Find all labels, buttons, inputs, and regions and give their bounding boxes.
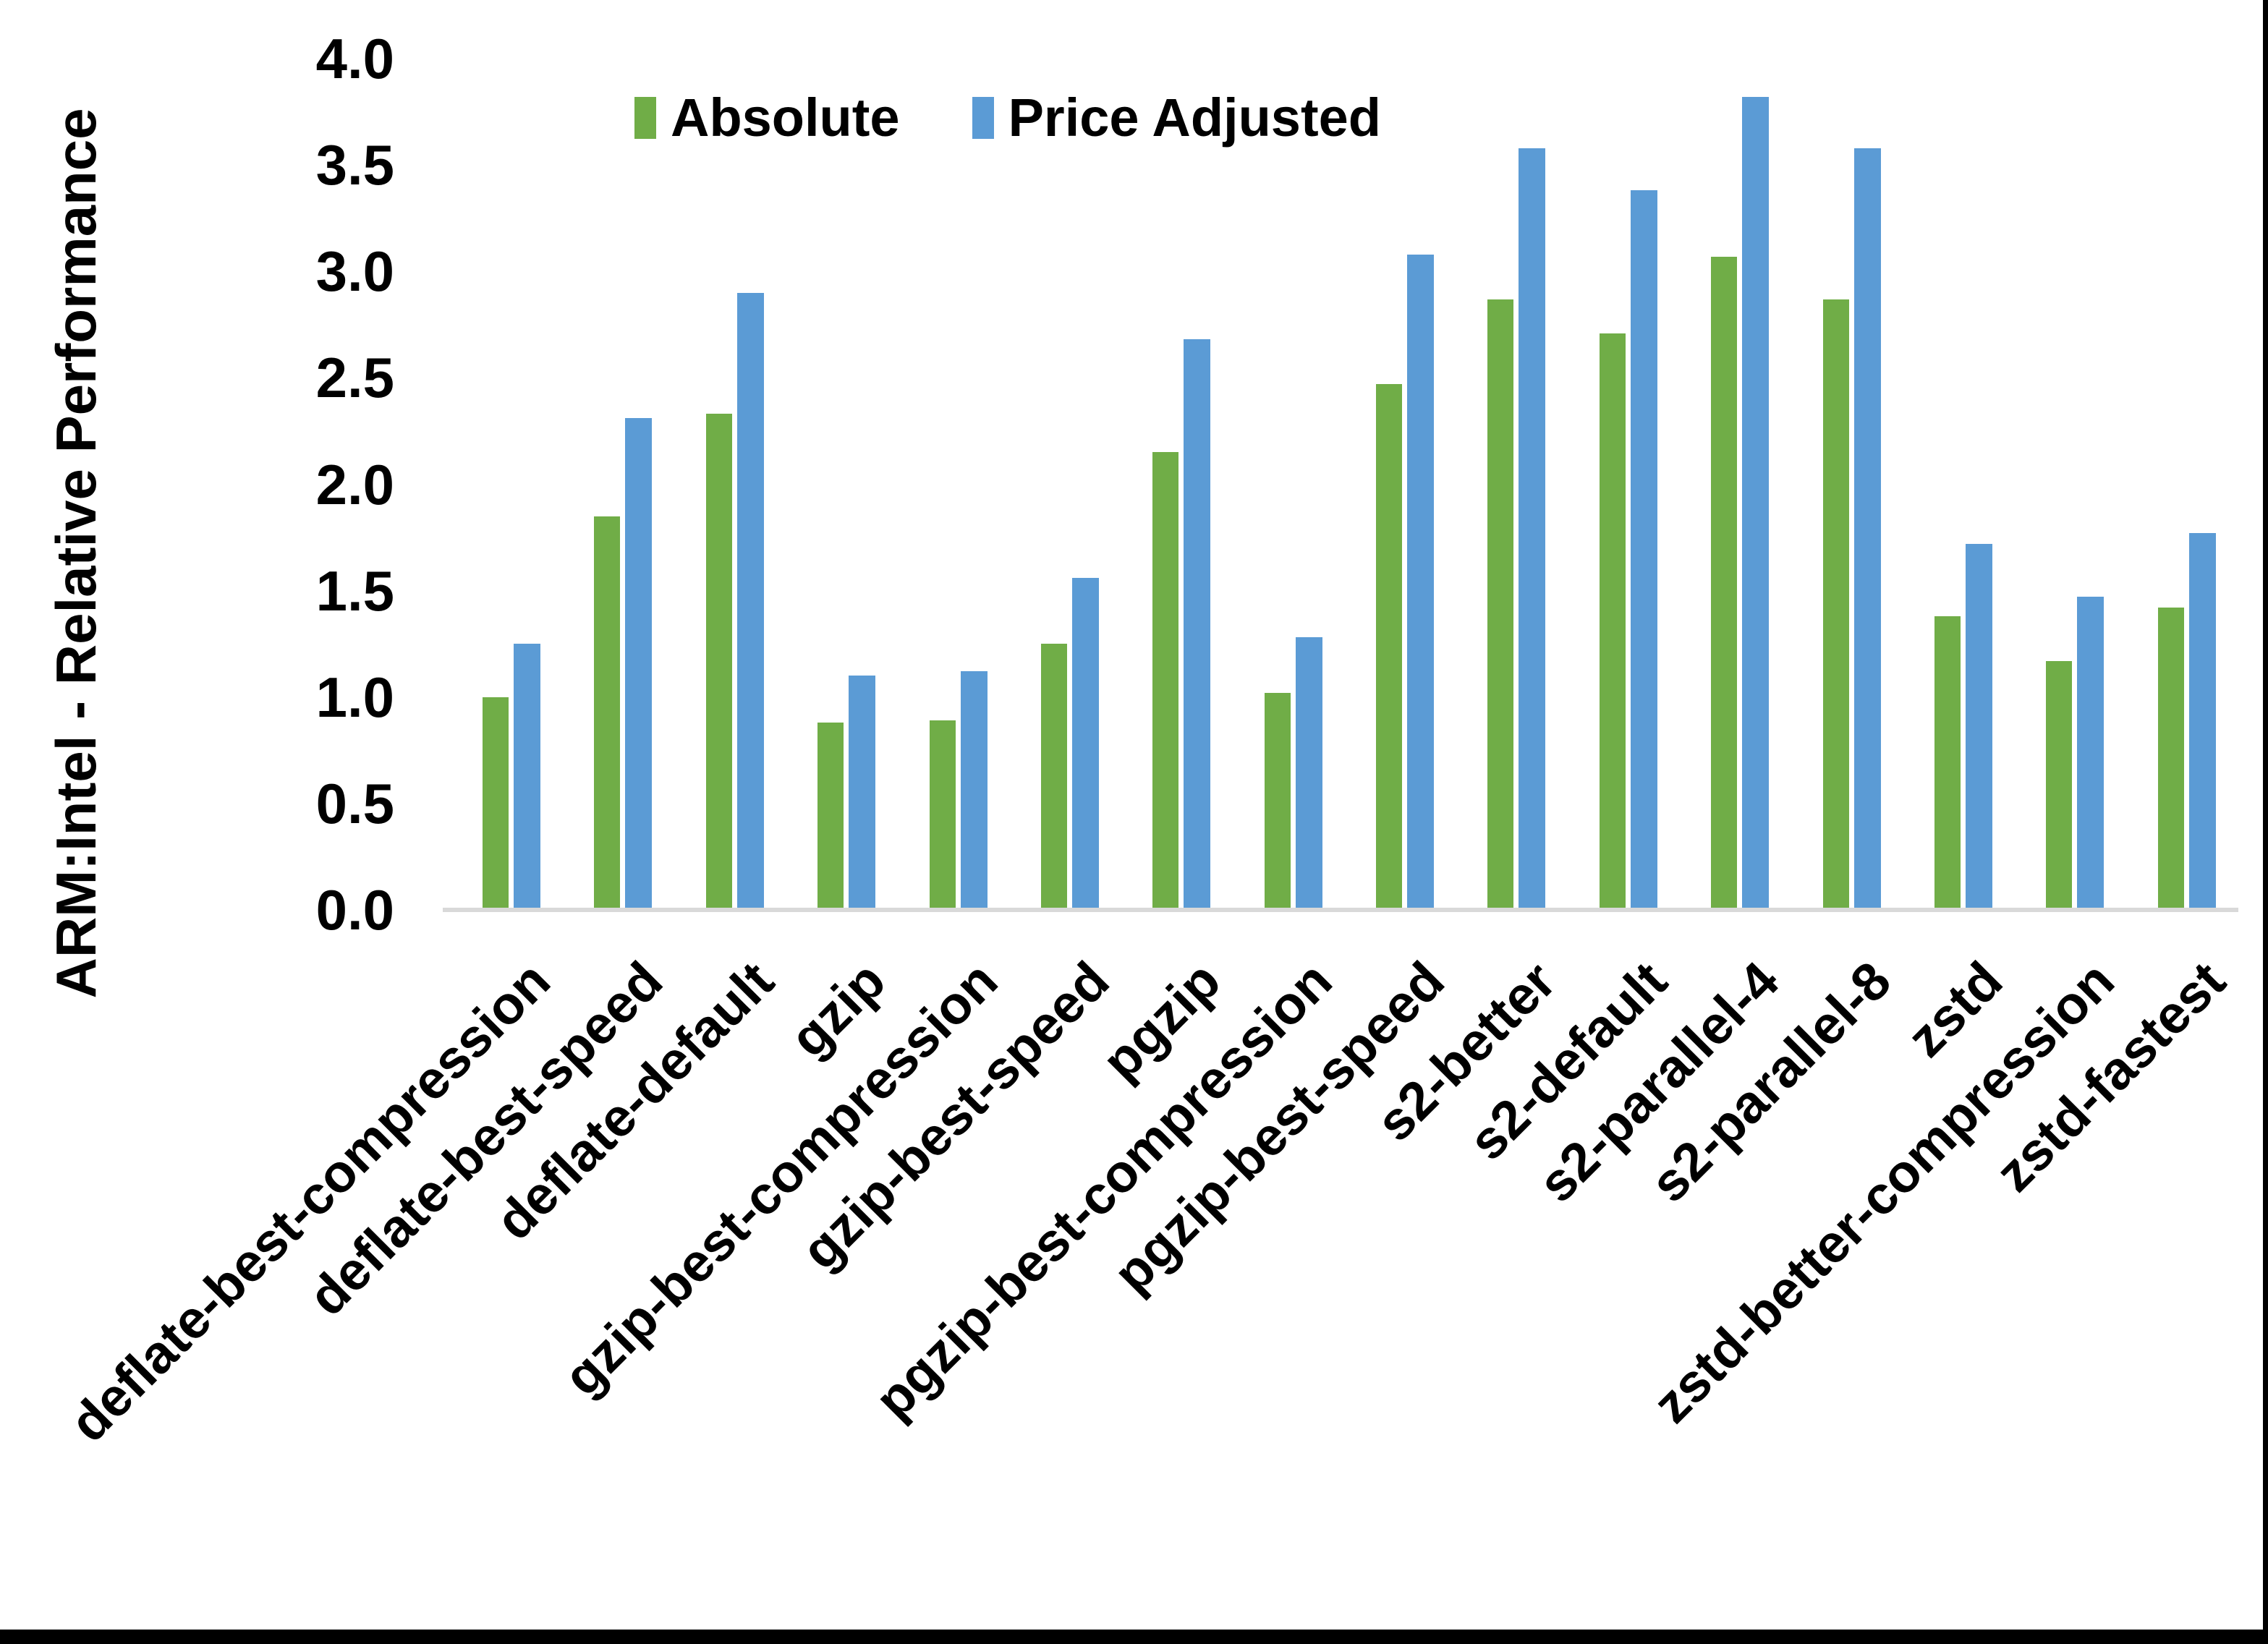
bar-price-adjusted-pgzip-best-compression: [1295, 637, 1322, 910]
y-tick-label: 3.0: [315, 239, 394, 304]
y-tick-label: 3.5: [315, 133, 394, 197]
bar-price-adjusted-zstd-fastest: [2188, 533, 2216, 910]
y-tick-label: 0.0: [315, 878, 394, 942]
legend: Absolute Price Adjusted: [634, 85, 1381, 150]
bar-absolute-s2-default: [1599, 333, 1626, 910]
y-tick-label: 0.5: [315, 771, 394, 835]
bar-absolute-pgzip-best-compression: [1264, 693, 1291, 910]
bar-price-adjusted-gzip-best-compression: [960, 671, 988, 910]
legend-item-price-adjusted: Price Adjusted: [972, 85, 1381, 150]
y-tick-label: 1.5: [315, 558, 394, 623]
bar-absolute-deflate-best-speed: [594, 516, 621, 910]
y-tick-label: 4.0: [315, 27, 394, 90]
bar-absolute-deflate-default: [705, 414, 732, 910]
bar-absolute-s2-better: [1487, 299, 1514, 910]
bar-price-adjusted-pgzip-best-speed: [1407, 255, 1434, 910]
bar-absolute-gzip-best-speed: [1040, 644, 1067, 910]
bar-absolute-gzip-best-compression: [929, 720, 956, 910]
bar-price-adjusted-zstd-better-compression: [2077, 597, 2105, 910]
bar-absolute-pgzip: [1152, 452, 1179, 910]
y-tick-label: 2.0: [315, 452, 394, 516]
bar-price-adjusted-gzip: [849, 676, 876, 910]
bar-absolute-zstd-fastest: [2157, 608, 2184, 910]
bar-absolute-gzip: [817, 723, 844, 910]
bar-absolute-pgzip-best-speed: [1376, 384, 1402, 910]
plot-area: [449, 59, 2235, 910]
x-axis-line: [443, 908, 2238, 912]
bar-price-adjusted-zstd: [1965, 544, 1992, 910]
bar-price-adjusted-pgzip: [1184, 339, 1211, 910]
bar-price-adjusted-deflate-best-compression: [514, 644, 540, 910]
bar-absolute-zstd-better-compression: [2046, 661, 2073, 910]
bar-absolute-deflate-best-compression: [483, 697, 509, 910]
bar-price-adjusted-s2-parallel-8: [1853, 148, 1881, 910]
bar-price-adjusted-s2-parallel-4: [1742, 97, 1770, 910]
bar-price-adjusted-s2-default: [1630, 190, 1657, 910]
legend-item-absolute: Absolute: [634, 85, 900, 150]
bar-price-adjusted-deflate-default: [736, 293, 764, 910]
legend-swatch-price-adjusted: [972, 97, 994, 139]
y-tick-label: 2.5: [315, 346, 394, 410]
bar-absolute-zstd: [1934, 616, 1961, 910]
x-category-label: deflate-best-compression: [58, 950, 562, 1454]
legend-label-absolute: Absolute: [671, 88, 900, 148]
bar-price-adjusted-s2-better: [1519, 148, 1546, 910]
bar-price-adjusted-deflate-best-speed: [625, 418, 653, 910]
frame-bottom-border: [0, 1630, 2268, 1644]
legend-swatch-absolute: [634, 97, 656, 139]
y-tick-label: 1.0: [315, 665, 394, 729]
frame-right-border: [2263, 0, 2268, 1644]
legend-label-price-adjusted: Price Adjusted: [1008, 88, 1381, 148]
bar-absolute-s2-parallel-8: [1822, 299, 1849, 910]
bar-absolute-s2-parallel-4: [1711, 257, 1738, 910]
bar-price-adjusted-gzip-best-speed: [1071, 578, 1099, 910]
